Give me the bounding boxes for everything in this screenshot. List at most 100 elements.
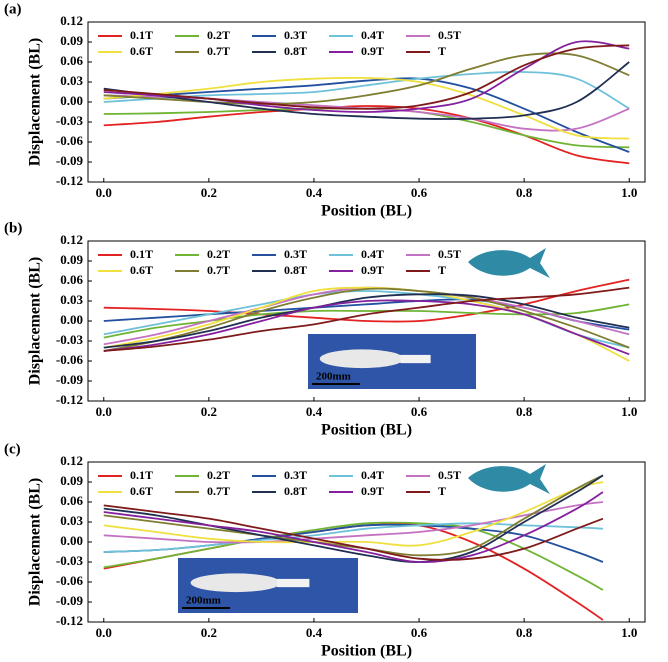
y-tick-label: -0.03	[56, 332, 84, 347]
plot-frame	[87, 21, 646, 183]
y-tick-label: 0.00	[60, 533, 83, 548]
legend-label: 0.4T	[361, 468, 384, 482]
x-tick-label: 0.4	[306, 185, 323, 200]
legend-label: 0.8T	[284, 263, 307, 277]
y-tick-label: -0.06	[56, 573, 84, 588]
series-line	[103, 522, 604, 553]
y-tick-label: 0.09	[60, 252, 83, 267]
x-tick-label: 0.4	[306, 404, 323, 419]
legend-label: 0.8T	[284, 484, 307, 498]
robot-body	[190, 573, 281, 593]
series-line	[103, 77, 630, 153]
x-tick-label: 1.0	[621, 404, 637, 419]
x-axis-label: Position (BL)	[321, 203, 412, 220]
robot-tail	[277, 578, 310, 588]
legend-label: 0.1T	[130, 247, 153, 261]
y-tick-label: 0.00	[60, 93, 83, 108]
panel-label: (a)	[4, 1, 22, 17]
series-line	[103, 61, 630, 120]
series-line	[103, 286, 630, 352]
y-tick-label: 0.03	[60, 292, 83, 307]
y-axis-label: Displacement (BL)	[27, 38, 44, 166]
y-tick-label: -0.06	[56, 352, 84, 367]
x-tick-label: 0.0	[96, 185, 112, 200]
series-line	[103, 107, 630, 149]
legend-label: 0.1T	[130, 468, 153, 482]
series-line	[103, 76, 630, 140]
legend-label: 0.6T	[130, 44, 153, 58]
legend-label: 0.3T	[284, 468, 307, 482]
x-tick-label: 0.2	[201, 404, 217, 419]
legend-label: 0.9T	[361, 484, 384, 498]
y-tick-label: -0.09	[56, 593, 84, 608]
x-axis-label: Position (BL)	[321, 422, 412, 439]
scale-label: 200mm	[186, 595, 221, 607]
fish-icon	[468, 464, 550, 494]
series-line	[103, 70, 630, 110]
legend-label: 0.2T	[207, 247, 230, 261]
y-tick-label: 0.03	[60, 513, 83, 528]
x-tick-label: 1.0	[621, 625, 637, 640]
scale-label: 200mm	[316, 371, 351, 383]
x-tick-label: 0.8	[516, 404, 533, 419]
legend-label: 0.7T	[207, 263, 230, 277]
series-line	[103, 303, 630, 339]
legend-label: 0.8T	[284, 44, 307, 58]
legend-label: 0.9T	[361, 44, 384, 58]
plot-frame	[87, 240, 646, 402]
y-tick-label: 0.09	[60, 473, 83, 488]
legend-label: 0.5T	[438, 247, 461, 261]
x-tick-label: 0.6	[411, 404, 428, 419]
y-tick-label: -0.12	[56, 613, 83, 628]
series-line	[103, 474, 604, 563]
y-tick-label: 0.00	[60, 312, 83, 327]
x-tick-label: 1.0	[621, 185, 637, 200]
y-tick-label: 0.12	[60, 232, 83, 247]
legend-label: 0.7T	[207, 44, 230, 58]
legend-label: 0.2T	[207, 28, 230, 42]
legend-label: T	[438, 263, 446, 277]
series-line	[103, 481, 604, 547]
panel-label: (b)	[4, 220, 22, 236]
series-line	[103, 293, 630, 349]
x-tick-label: 0.0	[96, 404, 112, 419]
fish-icon	[468, 248, 550, 278]
x-axis-label: Position (BL)	[321, 643, 412, 660]
series-line	[103, 44, 630, 110]
series-line	[103, 504, 604, 561]
x-tick-label: 0.2	[201, 625, 217, 640]
legend-label: 0.3T	[284, 28, 307, 42]
y-tick-label: 0.03	[60, 73, 83, 88]
legend-label: 0.1T	[130, 28, 153, 42]
legend-label: 0.6T	[130, 484, 153, 498]
y-tick-label: 0.06	[60, 493, 83, 508]
y-tick-label: -0.12	[56, 173, 83, 188]
y-axis-label: Displacement (BL)	[27, 478, 44, 606]
series-line	[103, 491, 604, 563]
legend-label: T	[438, 44, 446, 58]
series-line	[103, 521, 604, 591]
robot-tail	[400, 354, 431, 364]
x-tick-label: 0.2	[201, 185, 217, 200]
x-tick-label: 0.4	[306, 625, 323, 640]
y-tick-label: 0.12	[60, 13, 83, 28]
y-tick-label: -0.12	[56, 392, 83, 407]
series-line	[103, 287, 630, 352]
panel-label: (c)	[4, 441, 21, 457]
y-tick-label: 0.06	[60, 53, 83, 68]
plot-frame	[87, 461, 646, 623]
legend-label: 0.5T	[438, 468, 461, 482]
legend-label: T	[438, 484, 446, 498]
legend-label: 0.4T	[361, 247, 384, 261]
y-tick-label: -0.06	[56, 133, 84, 148]
legend-label: 0.4T	[361, 28, 384, 42]
y-tick-label: 0.12	[60, 453, 83, 468]
legend-label: 0.7T	[207, 484, 230, 498]
series-line	[103, 52, 630, 105]
robot-body	[319, 349, 404, 369]
y-tick-label: 0.09	[60, 33, 83, 48]
x-tick-label: 0.8	[516, 625, 533, 640]
x-tick-label: 0.8	[516, 185, 533, 200]
y-tick-label: -0.09	[56, 372, 84, 387]
